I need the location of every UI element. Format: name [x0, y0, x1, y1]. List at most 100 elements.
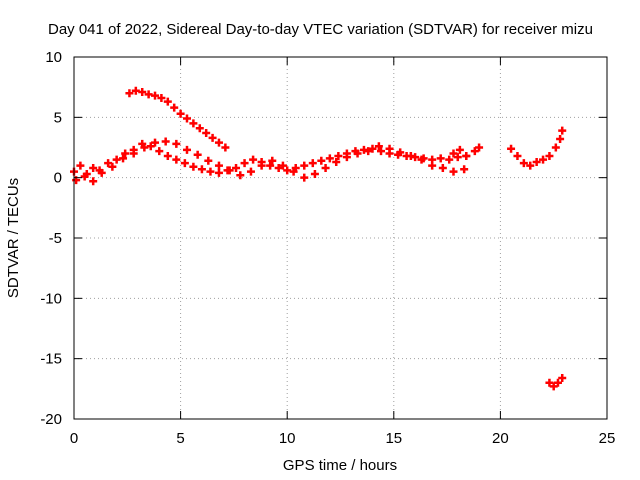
data-point — [172, 155, 181, 164]
data-point — [89, 177, 98, 186]
x-tick-label: 20 — [492, 430, 509, 447]
data-point — [221, 143, 230, 152]
y-tick-label: 5 — [54, 109, 62, 126]
data-point — [182, 145, 191, 154]
data-point — [182, 114, 191, 123]
data-point — [342, 153, 351, 162]
data-point — [119, 154, 128, 163]
x-tick-label: 10 — [279, 430, 296, 447]
data-point — [539, 155, 548, 164]
data-point — [470, 147, 479, 156]
data-point — [549, 382, 558, 391]
data-points — [70, 86, 567, 391]
chart-title: Day 041 of 2022, Sidereal Day-to-day VTE… — [48, 21, 593, 38]
data-point — [214, 168, 223, 177]
data-point — [325, 154, 334, 163]
data-point — [300, 173, 309, 182]
data-point — [236, 171, 245, 180]
data-point — [108, 162, 117, 171]
y-tick-labels: -20 -15 -10 -5 0 5 10 — [40, 49, 62, 428]
plot-frame — [73, 56, 608, 420]
data-point — [332, 157, 341, 166]
data-point — [246, 167, 255, 176]
data-point — [268, 156, 277, 165]
data-point — [161, 137, 170, 146]
data-point — [317, 156, 326, 165]
data-point — [368, 144, 377, 153]
data-point — [417, 155, 426, 164]
data-point — [455, 145, 464, 154]
data-point — [507, 144, 516, 153]
data-point — [204, 156, 213, 165]
data-point — [445, 155, 454, 164]
data-point — [558, 126, 567, 135]
data-point — [129, 149, 138, 158]
data-point — [155, 147, 164, 156]
data-point — [157, 94, 166, 103]
data-point — [225, 166, 234, 175]
data-point — [121, 149, 130, 158]
data-point — [214, 138, 223, 147]
x-axis-label: GPS time / hours — [283, 457, 397, 474]
y-tick-label: -15 — [40, 351, 62, 368]
data-point — [438, 164, 447, 173]
y-tick-label: 0 — [54, 170, 62, 187]
series-high-track — [125, 86, 230, 152]
y-tick-label: -5 — [49, 230, 62, 247]
data-point — [232, 164, 241, 173]
data-point — [462, 151, 471, 160]
data-point — [475, 143, 484, 152]
y-tick-label: -20 — [40, 411, 62, 428]
data-point — [172, 139, 181, 148]
data-point — [278, 161, 287, 170]
data-point — [334, 151, 343, 160]
data-point — [310, 170, 319, 179]
data-point — [364, 147, 373, 156]
data-point — [553, 378, 562, 387]
data-point — [163, 97, 172, 106]
data-point — [195, 124, 204, 133]
data-point — [104, 159, 113, 168]
series-late-track — [449, 126, 567, 170]
data-point — [266, 161, 275, 170]
x-tick-labels: 0 5 10 15 20 25 — [70, 430, 616, 447]
data-point — [180, 159, 189, 168]
data-point — [545, 378, 554, 387]
data-point — [151, 91, 160, 100]
x-tick-label: 25 — [599, 430, 616, 447]
data-point — [436, 154, 445, 163]
axis-ticks — [73, 56, 608, 420]
data-point — [89, 164, 98, 173]
data-point — [300, 161, 309, 170]
data-point — [80, 172, 89, 181]
data-point — [240, 159, 249, 168]
y-tick-label: 10 — [45, 49, 62, 66]
data-point — [197, 165, 206, 174]
data-point — [289, 167, 298, 176]
series-outlier-track — [545, 373, 567, 391]
data-point — [125, 89, 134, 98]
data-point — [353, 149, 362, 158]
data-point — [214, 161, 223, 170]
data-point — [396, 148, 405, 157]
data-point — [138, 87, 147, 96]
data-point — [189, 119, 198, 128]
y-axis-label: SDTVAR / TECUs — [5, 178, 22, 298]
data-point — [385, 144, 394, 153]
data-point — [308, 159, 317, 168]
data-point — [545, 151, 554, 160]
data-point — [257, 161, 266, 170]
grid-lines — [74, 57, 607, 419]
data-point — [208, 133, 217, 142]
data-point — [374, 142, 383, 151]
data-point — [453, 153, 462, 162]
data-point — [428, 161, 437, 170]
data-point — [460, 165, 469, 174]
data-point — [206, 167, 215, 176]
data-point — [151, 138, 160, 147]
data-point — [202, 129, 211, 138]
data-point — [551, 143, 560, 152]
data-point — [274, 164, 283, 173]
data-point — [249, 155, 258, 164]
